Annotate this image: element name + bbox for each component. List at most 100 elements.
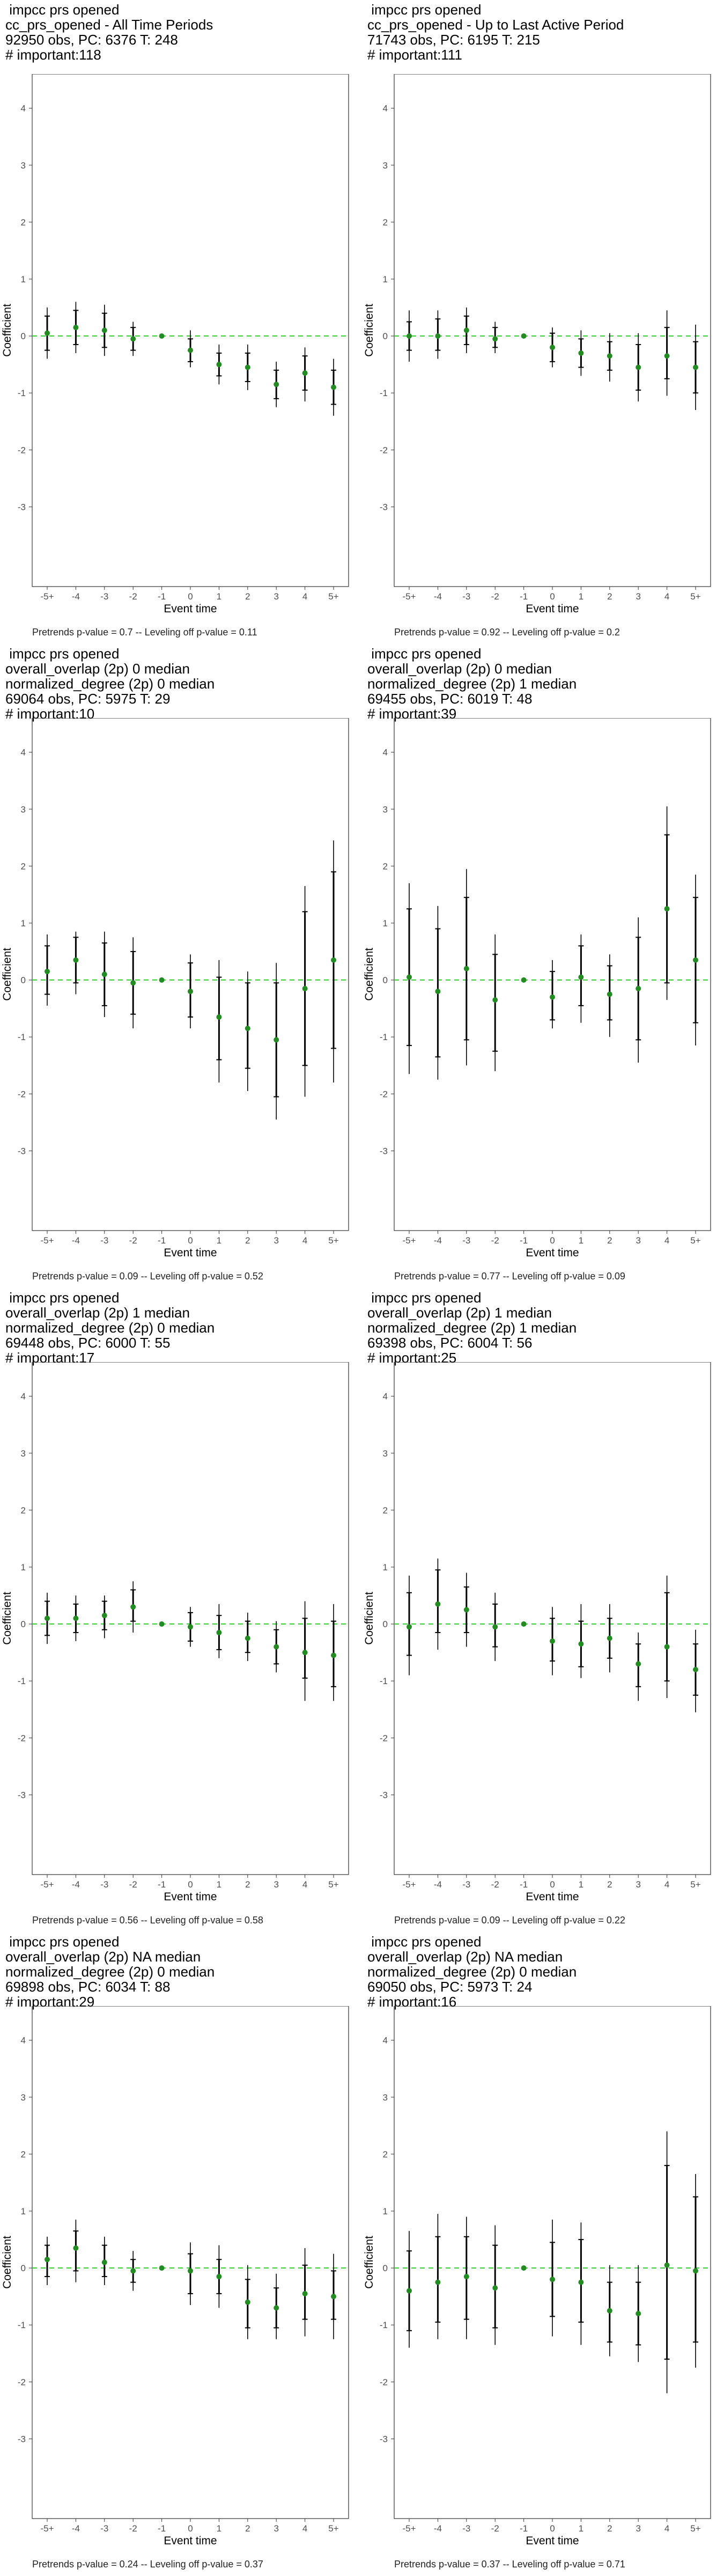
point-estimate (664, 906, 670, 912)
x-tick-label: 4 (664, 591, 669, 602)
panel-title-line: impcc prs opened (367, 646, 482, 662)
y-tick-label: -1 (380, 2320, 388, 2330)
y-tick-label: 0 (383, 331, 388, 341)
x-tick-label: -1 (520, 591, 528, 602)
coefficient-estimate (216, 960, 222, 1083)
x-tick-label: -1 (520, 1879, 528, 1890)
coefficient-estimate (521, 977, 527, 983)
point-estimate (492, 336, 498, 342)
point-estimate (407, 333, 412, 339)
y-tick-label: -1 (380, 1032, 388, 1042)
y-tick-label: 1 (383, 1562, 388, 1572)
x-tick-label: 2 (245, 1879, 250, 1890)
coefficient-estimate (664, 806, 670, 1000)
x-tick-label: -4 (72, 1879, 80, 1890)
point-estimate (159, 333, 165, 339)
y-tick-label: 3 (383, 2092, 388, 2103)
y-tick-label: -3 (380, 1146, 388, 1156)
coefficient-estimate (73, 1596, 79, 1641)
panel-title-line: impcc prs opened (5, 2, 120, 18)
coefficient-estimate (45, 934, 50, 1006)
coefficient-estimate (245, 2265, 250, 2339)
y-tick-label: -3 (380, 2434, 388, 2444)
point-estimate (607, 2308, 612, 2314)
coefficient-estimate (302, 886, 308, 1097)
chart-panel-3: impcc prs opened overall_overlap (2p) 0 m… (0, 644, 354, 1282)
coefficient-estimate (274, 2273, 279, 2339)
point-estimate (188, 1624, 193, 1630)
x-tick-label: -3 (100, 591, 108, 602)
x-tick-label: 3 (636, 1879, 640, 1890)
y-tick-label: -1 (380, 388, 388, 398)
x-axis-label: Event time (164, 2535, 217, 2547)
coefficient-plot: -3 -2 -1 0 1 2 3 4 -5+ -4 -3 -2 -1 0 1 2 3 4 5+ Event time C… (1, 1362, 349, 1903)
x-tick-label: -3 (100, 1235, 108, 1246)
point-estimate (331, 1652, 336, 1658)
panel-title: impcc prs opened overall_overlap (2p) NA … (367, 1934, 577, 2009)
point-estimate (578, 1641, 584, 1647)
point-estimate (130, 980, 136, 986)
point-estimate (492, 2285, 498, 2291)
coefficient-estimate (331, 2253, 336, 2339)
point-estimate (407, 974, 412, 980)
coefficient-estimate (435, 906, 441, 1080)
x-tick-label: 2 (607, 591, 612, 602)
pvalue-footer: Pretrends p-value = 0.09 -- Leveling off… (32, 1271, 263, 1282)
coefficient-estimate (331, 1604, 336, 1701)
y-tick-label: 4 (383, 104, 388, 114)
panel-title-line: impcc prs opened (5, 646, 120, 662)
x-tick-label: -4 (72, 2523, 80, 2534)
x-tick-label: -1 (158, 1879, 166, 1890)
pvalue-footer: Pretrends p-value = 0.56 -- Leveling off… (32, 1915, 263, 1926)
coefficient-estimate (693, 324, 698, 411)
x-tick-label: 5+ (328, 1235, 338, 1246)
x-tick-label: 5+ (690, 1879, 700, 1890)
y-tick-label: 3 (21, 160, 26, 171)
panel-title-line: overall_overlap (2p) NA median (367, 1949, 563, 1965)
y-tick-label: 3 (21, 2092, 26, 2103)
y-tick-label: -1 (18, 388, 26, 398)
y-tick-label: 3 (21, 1448, 26, 1459)
x-tick-label: 4 (302, 2523, 307, 2534)
chart-panel-7: impcc prs opened overall_overlap (2p) NA … (0, 1932, 354, 2570)
panel-title-line: # important:111 (367, 47, 462, 63)
x-tick-label: 2 (245, 2523, 250, 2534)
coefficient-estimate (607, 333, 612, 382)
y-tick-label: 4 (21, 1392, 26, 1402)
y-tick-label: 3 (383, 1448, 388, 1459)
point-estimate (435, 989, 441, 994)
point-estimate (188, 989, 193, 994)
point-estimate (130, 1604, 136, 1610)
point-estimate (607, 991, 612, 997)
coefficient-estimate (45, 1592, 50, 1644)
y-tick-label: 4 (383, 748, 388, 758)
pvalue-footer: Pretrends p-value = 0.92 -- Leveling off… (394, 627, 620, 638)
panel-title-line: impcc prs opened (5, 1934, 120, 1950)
x-tick-label: 2 (607, 2523, 612, 2534)
y-tick-label: 2 (383, 1505, 388, 1516)
x-axis-label: Event time (164, 1247, 217, 1259)
point-estimate (664, 1644, 670, 1650)
coefficient-estimate (216, 2245, 222, 2308)
x-tick-label: 1 (217, 1879, 221, 1890)
panel-title-line: # important:39 (367, 706, 457, 722)
panel-title: impcc prs opened cc_prs_opened - Up to La… (367, 2, 624, 62)
point-estimate (331, 2294, 336, 2300)
x-axis-label: Event time (526, 603, 579, 615)
coefficient-estimate (607, 2265, 612, 2357)
x-tick-label: 4 (664, 2523, 669, 2534)
coefficient-estimate (664, 310, 670, 396)
y-tick-label: -1 (18, 1676, 26, 1686)
y-tick-label: 4 (21, 748, 26, 758)
coefficient-estimate (636, 917, 641, 1063)
x-tick-label: -4 (434, 2523, 442, 2534)
point-estimate (45, 969, 50, 975)
y-axis-label: Coefficient (363, 948, 375, 1001)
y-tick-label: 2 (21, 861, 26, 872)
x-tick-label: 0 (550, 591, 555, 602)
y-tick-label: 2 (21, 217, 26, 228)
y-tick-label: -3 (380, 502, 388, 512)
coefficient-estimate (407, 883, 412, 1074)
x-tick-label: -3 (462, 1235, 470, 1246)
panel-title-line: cc_prs_opened - Up to Last Active Period (367, 17, 624, 33)
